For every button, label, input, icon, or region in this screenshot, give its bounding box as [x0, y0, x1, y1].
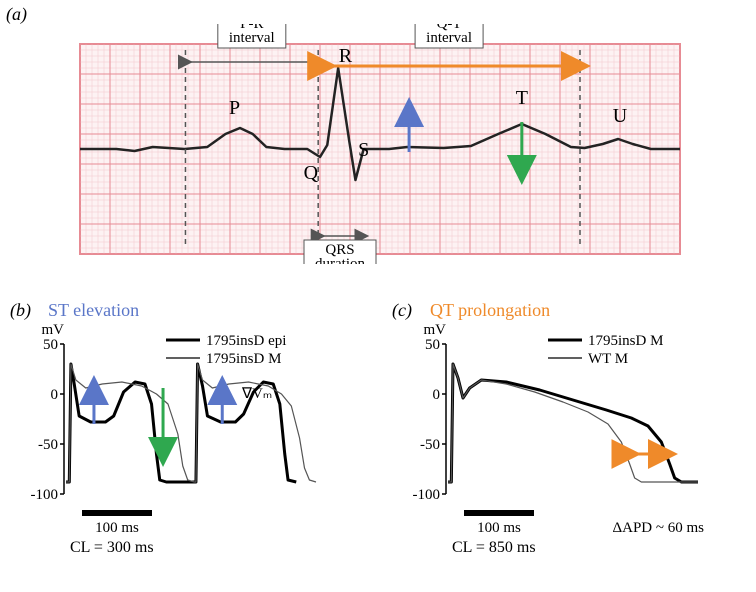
wave-label-R: R	[339, 45, 353, 67]
svg-text:50: 50	[425, 337, 440, 353]
svg-text:∇Vₘ: ∇Vₘ	[241, 386, 272, 402]
svg-text:CL = 300 ms: CL = 300 ms	[70, 539, 154, 556]
panel-c-label: (c)	[392, 300, 412, 321]
svg-text:CL = 850 ms: CL = 850 ms	[452, 539, 536, 556]
svg-text:ΔAPD ~ 60 ms: ΔAPD ~ 60 ms	[612, 520, 704, 536]
svg-text:-100: -100	[413, 487, 441, 503]
svg-text:1795insD epi: 1795insD epi	[206, 333, 286, 349]
svg-text:100 ms: 100 ms	[477, 520, 521, 536]
svg-text:1795insD M: 1795insD M	[588, 333, 663, 349]
svg-text:0: 0	[51, 387, 59, 403]
svg-text:100 ms: 100 ms	[95, 520, 139, 536]
panel-b-plot: mV50 0 -50 -100 1795insD epi 1795insD M 100 ms…	[10, 320, 370, 580]
svg-text:1795insD M: 1795insD M	[206, 351, 281, 367]
svg-text:duration: duration	[315, 256, 365, 264]
svg-text:0: 0	[433, 387, 441, 403]
svg-text:mV: mV	[424, 322, 447, 338]
panel-a-label: (a)	[6, 4, 27, 25]
wave-label-S: S	[358, 139, 369, 161]
panel-a-ecg: PQRSTUP-RintervalQ-TintervalQRSduration	[60, 24, 720, 264]
svg-text:interval: interval	[229, 30, 275, 46]
svg-text:WT M: WT M	[588, 351, 628, 367]
panel-b-label: (b)	[10, 300, 31, 321]
wave-label-Q: Q	[304, 162, 319, 184]
svg-text:-100: -100	[31, 487, 59, 503]
panel-c-plot: mV50 0 -50 -100 1795insD M WT M 100 ms CL = 850…	[392, 320, 742, 580]
panel-c-title: QT prolongation	[430, 300, 550, 321]
svg-text:50: 50	[43, 337, 58, 353]
panel-b-title: ST elevation	[48, 300, 139, 321]
wave-label-P: P	[229, 97, 240, 119]
svg-text:-50: -50	[38, 437, 58, 453]
svg-text:-50: -50	[420, 437, 440, 453]
wave-label-T: T	[516, 87, 528, 109]
svg-text:mV: mV	[42, 322, 65, 338]
svg-text:interval: interval	[426, 30, 472, 46]
wave-label-U: U	[613, 105, 628, 127]
